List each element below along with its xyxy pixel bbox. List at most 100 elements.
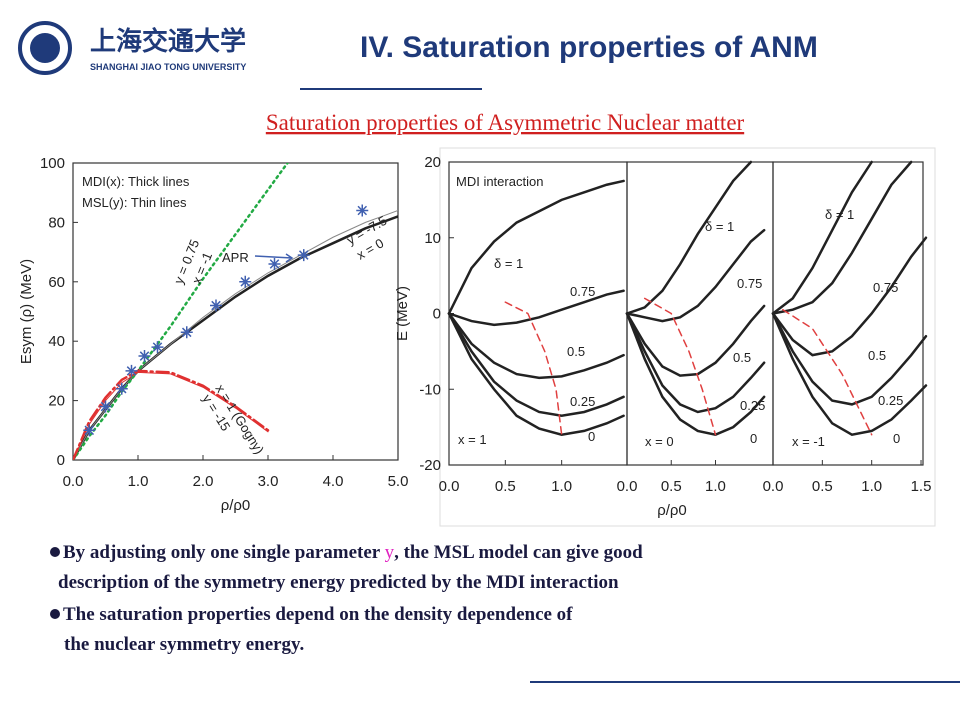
x-tick-label: 4.0: [323, 473, 344, 490]
data-line: [771, 160, 873, 315]
bullet-continuation: description of the symmetry energy predi…: [58, 572, 619, 593]
x-tick-label: 1.0: [551, 478, 572, 495]
data-point: [297, 249, 310, 262]
data-point: [115, 382, 128, 395]
x-tick-label: 0.5: [661, 478, 682, 495]
x-tick-label: 0.0: [63, 473, 84, 490]
annotation: 0: [750, 431, 757, 446]
bullet-text: y: [385, 542, 395, 563]
y-tick-label: 20: [48, 393, 65, 410]
annotation: 0.25: [740, 398, 765, 413]
y-tick-label: 0: [57, 452, 65, 469]
x-tick-label: 1.0: [705, 478, 726, 495]
bullet-line: By adjusting only one single parameter y…: [63, 542, 643, 563]
x-tick-label: 5.0: [388, 473, 409, 490]
data-line: [625, 312, 766, 414]
annotation: x = 1: [458, 432, 487, 447]
data-line: [447, 312, 625, 418]
figure-frame: [439, 147, 936, 527]
data-line: [625, 228, 766, 323]
x-tick-label: 1.0: [128, 473, 149, 490]
x-tick-label: 0.0: [763, 478, 784, 495]
y-axis-label: E (MeV): [394, 286, 411, 341]
y-tick-label: 10: [424, 230, 441, 247]
annotation: 0.75: [737, 276, 762, 291]
data-line: [73, 369, 270, 460]
apr-arrow: [254, 253, 294, 263]
data-line: [625, 304, 766, 377]
y-tick-label: 40: [48, 333, 65, 350]
data-point: [99, 400, 112, 413]
annotation: 0.5: [733, 350, 751, 365]
data-point: [180, 326, 193, 339]
annotation: MDI(x): Thick lines: [82, 174, 190, 189]
logo-core: [30, 33, 60, 63]
data-line: [771, 312, 928, 406]
data-line: [625, 312, 766, 437]
annotation: 0.25: [878, 393, 903, 408]
annotation: x = -1: [792, 434, 825, 449]
x-tick-label: 0.0: [439, 478, 460, 495]
data-point: [356, 204, 369, 217]
y-tick-label: 100: [40, 155, 65, 172]
y-axis-label: Esym (ρ) (MeV): [18, 259, 35, 364]
x-tick-label: 1.5: [911, 478, 932, 495]
logo-en: SHANGHAI JIAO TONG UNIVERSITY: [90, 62, 246, 72]
data-point: [83, 424, 96, 437]
annotation: 0.75: [873, 280, 898, 295]
data-line: [447, 312, 625, 380]
bullet-dot: [50, 609, 60, 619]
annotation: δ = 1: [494, 256, 523, 271]
annotation: APR: [222, 250, 249, 265]
data-point: [239, 275, 252, 288]
bullet-text: , the MSL model can give good: [394, 542, 643, 563]
plot-frame: [72, 162, 399, 461]
x-tick-label: 0.5: [812, 478, 833, 495]
plot-frame: [448, 161, 628, 466]
logo-ring: [18, 21, 72, 75]
x-tick-label: 3.0: [258, 473, 279, 490]
data-line: [504, 301, 563, 436]
data-line: [771, 312, 928, 437]
x-axis-label: ρ/ρ0: [221, 497, 251, 514]
data-point: [268, 257, 281, 270]
logo-cn: 上海交通大学: [90, 26, 246, 57]
annotation: MDI interaction: [456, 174, 543, 189]
data-line: [447, 289, 625, 327]
data-line: [771, 160, 913, 315]
x-tick-label: 1.0: [861, 478, 882, 495]
x-tick-label: 0.0: [617, 478, 638, 495]
y-tick-label: -20: [419, 457, 441, 474]
y-tick-label: 20: [424, 154, 441, 171]
data-point: [125, 364, 138, 377]
y-tick-label: 0: [433, 306, 441, 323]
data-point: [151, 341, 164, 354]
bullet-dot: [50, 547, 60, 557]
data-line: [782, 308, 873, 436]
bullet-line: The saturation properties depend on the …: [63, 604, 573, 625]
data-line: [447, 312, 625, 436]
annotation: 0.75: [570, 284, 595, 299]
x-tick-label: 2.0: [193, 473, 214, 490]
bullet-continuation: the nuclear symmetry energy.: [64, 634, 304, 655]
data-line: [625, 160, 753, 315]
data-line: [771, 236, 928, 357]
data-line: [643, 297, 717, 436]
data-point: [138, 350, 151, 363]
annotation: δ = 1: [825, 207, 854, 222]
annotation: 0: [588, 429, 595, 444]
data-point: [210, 299, 222, 312]
annotation: x = 0: [645, 434, 674, 449]
x-tick-label: 0.5: [495, 478, 516, 495]
annotation: MSL(y): Thin lines: [82, 195, 187, 210]
bullet-text: The saturation properties depend on the …: [63, 604, 573, 625]
bullets: By adjusting only one single parameter y…: [50, 542, 643, 655]
subtitle: Saturation properties of Asymmetric Nucl…: [266, 110, 745, 135]
y-tick-label: -10: [419, 381, 441, 398]
annotation: 0: [893, 431, 900, 446]
y-tick-label: 80: [48, 214, 65, 231]
annotation: 0.5: [868, 348, 886, 363]
data-line: [73, 163, 290, 460]
